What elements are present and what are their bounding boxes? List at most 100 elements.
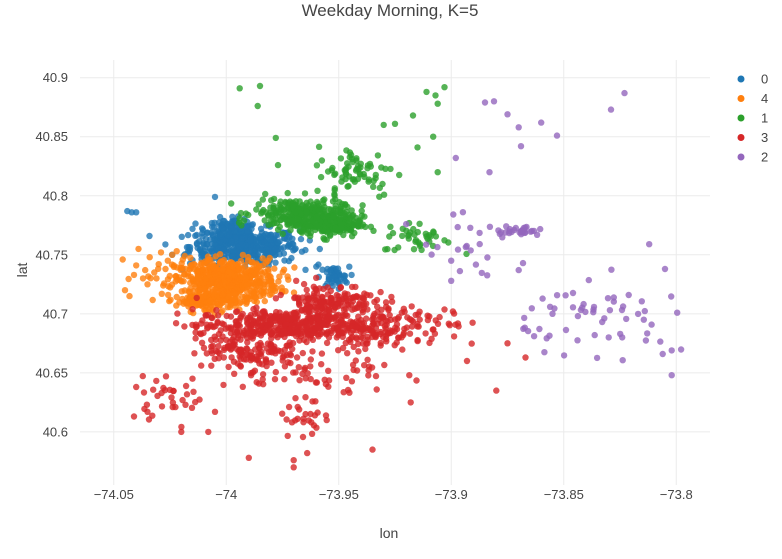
data-point[interactable] [151, 269, 158, 276]
data-point[interactable] [304, 449, 311, 457]
data-point[interactable] [387, 223, 394, 230]
data-point[interactable] [408, 303, 415, 310]
data-point[interactable] [231, 341, 238, 348]
data-point[interactable] [302, 266, 309, 273]
data-point[interactable] [641, 307, 648, 315]
data-point[interactable] [125, 275, 132, 283]
data-point[interactable] [231, 272, 238, 279]
data-point[interactable] [381, 322, 389, 330]
data-point[interactable] [142, 266, 149, 274]
data-point[interactable] [551, 305, 558, 312]
legend[interactable]: 0 4 1 3 2 [737, 72, 769, 165]
data-point[interactable] [499, 234, 506, 241]
data-point[interactable] [198, 339, 206, 346]
data-point[interactable] [192, 220, 199, 227]
data-point[interactable] [162, 241, 169, 248]
data-point[interactable] [291, 246, 298, 253]
data-point[interactable] [320, 285, 327, 293]
data-point[interactable] [281, 363, 289, 370]
data-point[interactable] [484, 254, 491, 261]
data-point[interactable] [346, 154, 353, 161]
data-point[interactable] [646, 241, 653, 248]
data-point[interactable] [448, 277, 455, 284]
data-point[interactable] [196, 396, 203, 403]
data-point[interactable] [302, 375, 309, 382]
data-point[interactable] [357, 171, 364, 178]
data-point[interactable] [357, 328, 364, 335]
data-point[interactable] [393, 321, 401, 328]
data-point[interactable] [339, 200, 346, 208]
data-point[interactable] [367, 223, 375, 230]
data-point[interactable] [283, 235, 291, 243]
data-point[interactable] [481, 99, 489, 106]
data-point[interactable] [370, 183, 377, 190]
data-point[interactable] [168, 394, 175, 401]
data-point[interactable] [272, 245, 279, 253]
data-point[interactable] [170, 387, 177, 395]
data-point[interactable] [330, 297, 338, 304]
data-point[interactable] [520, 224, 527, 232]
data-point[interactable] [196, 302, 204, 309]
data-point[interactable] [232, 234, 240, 242]
data-point[interactable] [182, 382, 190, 390]
data-point[interactable] [303, 204, 310, 211]
data-point[interactable] [290, 217, 297, 224]
legend-item-2[interactable]: 2 [737, 150, 769, 165]
data-point[interactable] [384, 245, 391, 253]
data-point[interactable] [236, 85, 243, 92]
data-point[interactable] [267, 342, 275, 349]
data-point[interactable] [324, 321, 331, 329]
data-point[interactable] [139, 372, 146, 380]
legend-item-0[interactable]: 0 [737, 72, 769, 87]
data-point[interactable] [174, 310, 181, 317]
data-point[interactable] [372, 171, 379, 179]
data-point[interactable] [640, 316, 647, 323]
data-point[interactable] [229, 253, 236, 260]
data-point[interactable] [292, 315, 300, 322]
data-point[interactable] [265, 246, 272, 253]
data-point[interactable] [668, 372, 675, 379]
data-point[interactable] [454, 246, 462, 253]
data-point[interactable] [155, 261, 162, 268]
data-point[interactable] [313, 379, 321, 386]
data-point[interactable] [359, 202, 366, 209]
data-point[interactable] [454, 223, 461, 231]
data-point[interactable] [253, 260, 260, 267]
data-point[interactable] [182, 401, 189, 408]
data-point[interactable] [313, 223, 321, 230]
data-point[interactable] [187, 262, 194, 270]
data-point[interactable] [459, 209, 467, 216]
data-point[interactable] [329, 198, 337, 205]
data-point[interactable] [434, 243, 441, 251]
data-point[interactable] [195, 273, 202, 281]
data-point[interactable] [309, 336, 317, 343]
data-point[interactable] [146, 254, 153, 261]
data-point[interactable] [119, 256, 126, 263]
data-point[interactable] [259, 270, 266, 277]
data-point[interactable] [200, 239, 207, 247]
data-point[interactable] [192, 262, 199, 269]
data-point[interactable] [601, 315, 608, 322]
data-point[interactable] [353, 334, 360, 341]
data-point[interactable] [250, 248, 258, 255]
data-point[interactable] [313, 213, 320, 221]
data-point[interactable] [263, 362, 270, 370]
data-point[interactable] [319, 329, 326, 336]
data-point[interactable] [170, 263, 178, 271]
data-point[interactable] [177, 264, 184, 272]
data-point[interactable] [619, 357, 626, 364]
data-point[interactable] [154, 392, 161, 400]
data-point[interactable] [281, 346, 288, 353]
data-point[interactable] [375, 316, 383, 323]
data-point[interactable] [434, 169, 441, 176]
data-point[interactable] [677, 346, 685, 353]
data-point[interactable] [276, 201, 283, 208]
data-point[interactable] [262, 259, 270, 266]
data-point[interactable] [310, 422, 318, 429]
data-point[interactable] [265, 277, 272, 285]
data-point[interactable] [228, 200, 235, 207]
data-point[interactable] [342, 305, 349, 313]
data-point[interactable] [293, 277, 300, 284]
data-point[interactable] [268, 241, 275, 249]
data-point[interactable] [332, 304, 339, 311]
